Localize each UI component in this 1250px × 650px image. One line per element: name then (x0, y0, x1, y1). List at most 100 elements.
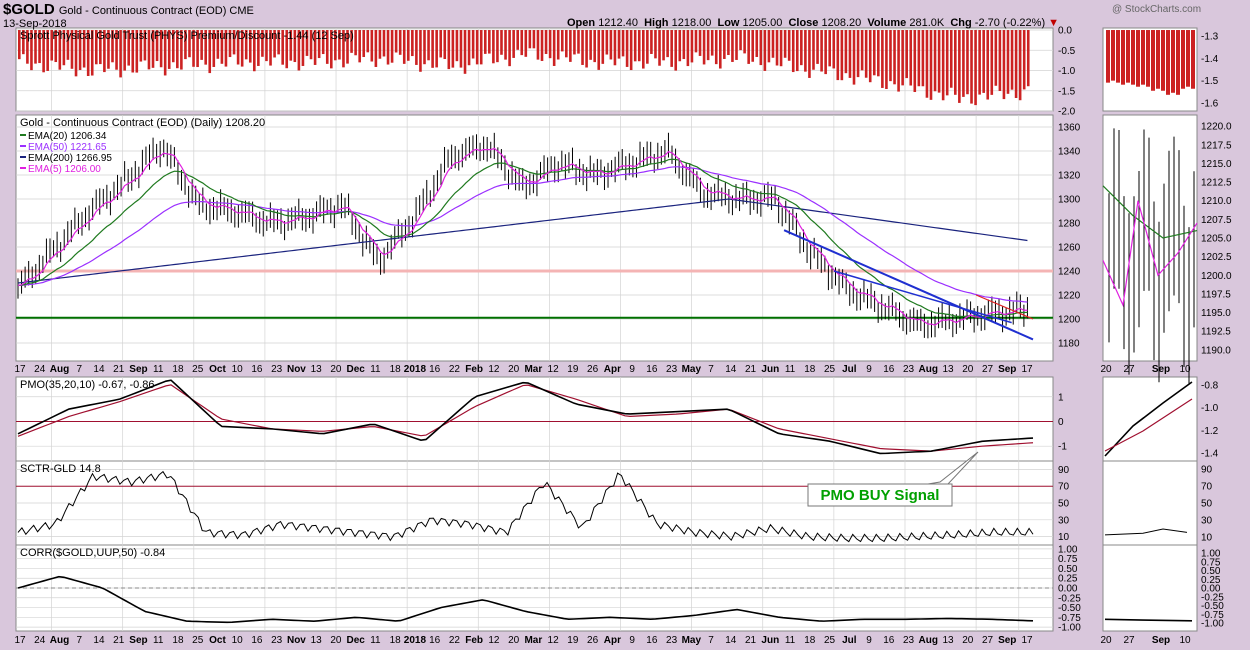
phys-bar-96 (406, 30, 410, 61)
phys-bar-140 (585, 30, 588, 68)
phys-bar-219 (905, 30, 908, 79)
symbol-title: $GOLD Gold - Continuous Contract (EOD) C… (3, 1, 254, 18)
phys-bar-35 (159, 30, 163, 68)
phys-bar-183 (759, 30, 763, 66)
phys-bar-195 (808, 30, 811, 78)
phys-bar-237 (978, 30, 981, 95)
phys-bar-75 (321, 30, 325, 55)
phys-bar-179 (743, 30, 746, 54)
phys-zoom-bar-3-2 (1161, 30, 1165, 91)
x-tick-top-27: 12 (548, 364, 560, 375)
x-tick-top-14: Nov (287, 364, 306, 375)
corr-zoom-line (1104, 618, 1193, 622)
x-tick-bottom-3: 7 (76, 635, 82, 646)
corr-tick-6: -0.50 (1058, 603, 1081, 614)
x-tick-top-46: Aug (919, 364, 938, 375)
phys-bar-167 (694, 30, 698, 53)
phys-bar-48 (212, 30, 216, 67)
phys-zoom-bar-2-1 (1141, 30, 1145, 85)
phys-bar-247 (1018, 30, 1022, 101)
phys-bar-230 (949, 30, 953, 88)
phys-bar-28 (131, 30, 135, 73)
phys-bar-173 (718, 30, 722, 69)
zoom-x-tick-bottom-0: 20 (1100, 635, 1112, 646)
phys-bar-60 (261, 30, 264, 57)
x-tick-top-36: 14 (725, 364, 737, 375)
phys-bar-144 (601, 30, 605, 64)
phys-bar-19 (94, 30, 98, 65)
x-tick-top-26: Mar (524, 364, 542, 375)
phys-bar-45 (200, 30, 203, 60)
legend-0: EMA(20) 1206.34 (28, 131, 107, 142)
phys-bar-33 (151, 30, 155, 68)
phys-bar-72 (309, 30, 313, 60)
phys-bar-103 (435, 30, 438, 68)
phys-bar-161 (670, 30, 673, 67)
x-tick-bottom-9: 25 (192, 635, 204, 646)
phys-bar-17 (86, 30, 90, 76)
phys-bar-107 (451, 30, 455, 68)
phys-bar-74 (317, 30, 321, 59)
phys-bar-205 (848, 30, 852, 78)
x-tick-bottom-43: 9 (866, 635, 872, 646)
phys-bar-138 (577, 30, 580, 54)
phys-bar-239 (986, 30, 990, 100)
x-tick-bottom-7: 11 (153, 635, 164, 646)
phys-bar-148 (617, 30, 621, 59)
phys-bar-25 (119, 30, 122, 78)
phys-bar-139 (581, 30, 584, 65)
x-tick-bottom-1: 24 (34, 635, 46, 646)
x-tick-bottom-46: Aug (919, 635, 938, 646)
pmo-tick-0: 1 (1058, 392, 1064, 403)
price-title: Gold - Continuous Contract (EOD) (Daily)… (20, 117, 265, 129)
phys-bar-172 (714, 30, 718, 65)
phys-bar-91 (386, 30, 390, 65)
corr-line (17, 575, 1034, 624)
phys-zoom-bar-3-0 (1151, 30, 1155, 91)
phys-bar-21 (103, 30, 106, 73)
corr-tick-3: 0.25 (1058, 574, 1078, 585)
price-tick-4: 1280 (1058, 219, 1081, 230)
phys-bar-117 (492, 30, 495, 64)
phys-bar-38 (171, 30, 175, 63)
phys-bar-79 (338, 30, 341, 60)
x-tick-top-31: 9 (629, 364, 635, 375)
x-tick-bottom-48: 20 (962, 635, 974, 646)
legend-3: EMA(5) 1206.00 (28, 164, 101, 175)
phys-bar-8 (50, 30, 54, 61)
phys-bar-65 (281, 30, 284, 65)
x-tick-bottom-38: Jun (761, 635, 779, 646)
x-tick-top-13: 23 (271, 364, 283, 375)
phys-bar-26 (123, 30, 126, 71)
phys-bar-246 (1014, 30, 1018, 98)
phys-bar-7 (46, 30, 49, 71)
phys-bar-193 (800, 30, 803, 66)
corr-tick-2: 0.50 (1058, 564, 1078, 575)
x-tick-top-3: 7 (76, 364, 82, 375)
zoom-x-tick-bottom-3: 10 (1179, 635, 1191, 646)
x-tick-top-8: 18 (172, 364, 184, 375)
phys-bar-143 (597, 30, 601, 70)
phys-bar-9 (54, 30, 58, 63)
phys-bar-226 (933, 30, 937, 92)
phys-bar-77 (330, 30, 333, 69)
corr-tick-7: -0.75 (1058, 613, 1081, 624)
x-tick-top-43: 9 (866, 364, 872, 375)
phys-bar-128 (536, 30, 540, 60)
zoom-panel-corr (1102, 544, 1198, 632)
x-tick-bottom-39: 11 (785, 635, 796, 646)
phys-bar-150 (625, 30, 629, 67)
symbol-description: Gold - Continuous Contract (EOD) CME (58, 5, 254, 17)
x-tick-top-30: Apr (604, 364, 621, 375)
x-tick-top-7: 11 (153, 364, 164, 375)
phys-bar-68 (293, 30, 297, 63)
phys-bar-204 (844, 30, 848, 74)
phys-bar-20 (99, 30, 102, 65)
phys-bar-201 (832, 30, 836, 69)
x-tick-bottom-32: 16 (646, 635, 658, 646)
phys-bar-27 (127, 30, 131, 66)
phys-bar-192 (795, 30, 799, 72)
phys-bar-194 (804, 30, 807, 72)
phys-bar-67 (289, 30, 293, 61)
phys-bar-191 (791, 30, 795, 73)
